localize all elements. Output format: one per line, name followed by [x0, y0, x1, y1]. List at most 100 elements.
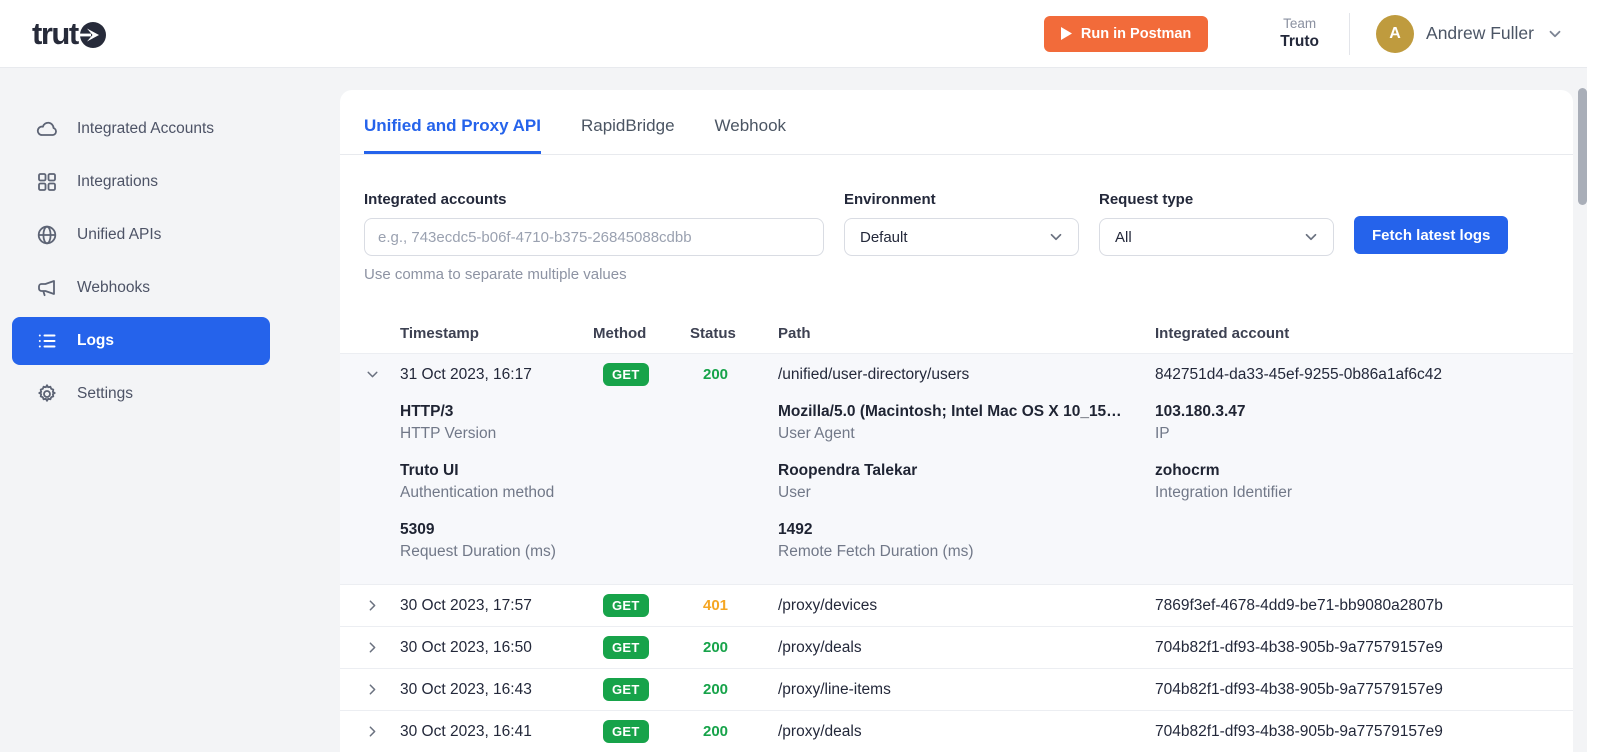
- detail-value: 103.180.3.47: [1155, 403, 1246, 420]
- detail-value: 5309: [400, 521, 435, 538]
- environment-select[interactable]: Default: [844, 218, 1079, 256]
- avatar-initial: A: [1389, 24, 1401, 42]
- filters-bar: Integrated accounts Use comma to separat…: [340, 155, 1573, 283]
- user-name: Andrew Fuller: [1426, 23, 1534, 43]
- sidebar-item-label: Integrations: [77, 173, 158, 190]
- log-method: GET: [593, 594, 690, 617]
- detail-value: Truto UI: [400, 462, 459, 479]
- chevron-right-icon[interactable]: [364, 723, 400, 740]
- sidebar-item-logs[interactable]: Logs: [12, 317, 270, 365]
- top-header: trut Run in Postman Team Truto A Andrew …: [0, 0, 1600, 68]
- method-badge: GET: [603, 594, 649, 617]
- fetch-latest-logs-button[interactable]: Fetch latest logs: [1354, 216, 1509, 254]
- table-row: 30 Oct 2023, 16:50 GET 200/proxy/deals 704b…: [340, 626, 1573, 668]
- log-row[interactable]: 31 Oct 2023, 16:17 GET 200/unified/user-di…: [340, 354, 1573, 395]
- table-row: 30 Oct 2023, 16:41 GET 200/proxy/deals 704b…: [340, 710, 1573, 752]
- method-badge: GET: [603, 678, 649, 701]
- log-method: GET: [593, 363, 690, 386]
- tab-rapidbridge[interactable]: RapidBridge: [580, 116, 675, 135]
- megaphone-icon: [35, 276, 59, 300]
- detail-value: 1492: [778, 521, 813, 538]
- detail-label: Request Duration (ms): [400, 543, 556, 560]
- tab-webhook[interactable]: Webhook: [714, 116, 787, 135]
- log-status: 200: [703, 681, 729, 698]
- run-in-postman-button[interactable]: Run in Postman: [1043, 15, 1209, 52]
- log-status: 401: [703, 597, 729, 614]
- globe-icon: [35, 223, 59, 247]
- sidebar-item-unified-apis[interactable]: Unified APIs: [12, 211, 270, 259]
- detail-value: Mozilla/5.0 (Macintosh; Intel Mac OS X 1…: [778, 403, 1122, 420]
- integrated-accounts-label: Integrated accounts: [364, 191, 507, 208]
- column-header-timestamp: Timestamp: [400, 324, 479, 342]
- environment-field: Environment Default: [844, 191, 1079, 256]
- method-badge: GET: [603, 720, 649, 743]
- integrated-accounts-input[interactable]: [364, 218, 824, 256]
- table-body: 31 Oct 2023, 16:17 GET 200/unified/user-di…: [340, 353, 1573, 752]
- sidebar-item-integrations[interactable]: Integrations: [12, 158, 270, 206]
- environment-value: Default: [860, 228, 908, 246]
- column-header-path: Path: [778, 324, 811, 342]
- detail-integration-identifier: zohocrm Integration Identifier: [1155, 462, 1549, 502]
- log-timestamp: 30 Oct 2023, 17:57: [400, 596, 532, 614]
- grid-icon: [35, 170, 59, 194]
- team-label: Team: [1283, 16, 1317, 31]
- request-type-select[interactable]: All: [1099, 218, 1334, 256]
- tab-unified-and-proxy-api[interactable]: Unified and Proxy API: [364, 116, 541, 154]
- log-status: 200: [703, 639, 729, 656]
- sidebar-item-settings[interactable]: Settings: [12, 370, 270, 418]
- log-path: /proxy/line-items: [778, 680, 891, 698]
- column-header-status: Status: [690, 324, 736, 342]
- main-content: Unified and Proxy API RapidBridge Webhook …: [340, 90, 1573, 752]
- detail-value: zohocrm: [1155, 462, 1220, 479]
- table-row: 30 Oct 2023, 16:43 GET 200/proxy/line-item…: [340, 668, 1573, 710]
- log-details: HTTP/3 HTTP Version Mozilla/5.0 (Macintosh…: [400, 395, 1573, 584]
- detail-value: Roopendra Talekar: [778, 462, 918, 479]
- method-badge: GET: [603, 636, 649, 659]
- detail-label: IP: [1155, 425, 1170, 442]
- tab-bar: Unified and Proxy API RapidBridge Webhook: [340, 90, 1573, 155]
- app-logo: trut: [32, 16, 107, 52]
- table-row: 30 Oct 2023, 17:57 GET 401/proxy/devices 78…: [340, 584, 1573, 626]
- sidebar-item-label: Settings: [77, 385, 134, 402]
- team-info: Team Truto: [1280, 16, 1319, 51]
- integrated-accounts-field: Integrated accounts Use comma to separat…: [364, 191, 824, 283]
- log-timestamp: 30 Oct 2023, 16:50: [400, 638, 532, 656]
- team-name: Truto: [1280, 33, 1320, 50]
- chevron-right-icon[interactable]: [364, 681, 400, 698]
- detail-user: Roopendra Talekar User: [778, 462, 1155, 502]
- detail-value: HTTP/3: [400, 403, 454, 420]
- sidebar-item-integrated-accounts[interactable]: Integrated Accounts: [12, 105, 270, 153]
- column-header-method: Method: [593, 324, 647, 342]
- scrollbar-track: [1587, 0, 1600, 752]
- request-type-value: All: [1115, 228, 1132, 246]
- chevron-right-icon[interactable]: [364, 597, 400, 614]
- log-row[interactable]: 30 Oct 2023, 17:57 GET 401/proxy/devices 78…: [340, 585, 1573, 626]
- chevron-down-icon: [1050, 233, 1062, 241]
- log-path: /proxy/deals: [778, 722, 862, 740]
- chevron-right-icon[interactable]: [364, 639, 400, 656]
- detail-request-duration-ms: 5309 Request Duration (ms): [400, 521, 778, 561]
- detail-user-agent: Mozilla/5.0 (Macintosh; Intel Mac OS X 1…: [778, 403, 1155, 443]
- detail-authentication-method: Truto UI Authentication method: [400, 462, 778, 502]
- gear-icon: [35, 382, 59, 406]
- log-method: GET: [593, 678, 690, 701]
- log-status: 200: [703, 723, 729, 740]
- chevron-down-icon[interactable]: [364, 366, 400, 383]
- detail-remote-fetch-duration-ms: 1492 Remote Fetch Duration (ms): [778, 521, 1155, 561]
- user-menu[interactable]: A Andrew Fuller: [1376, 14, 1564, 53]
- log-row[interactable]: 30 Oct 2023, 16:43 GET 200/proxy/line-item…: [340, 669, 1573, 710]
- request-type-label: Request type: [1099, 191, 1194, 208]
- scrollbar-thumb[interactable]: [1578, 88, 1587, 205]
- log-row[interactable]: 30 Oct 2023, 16:41 GET 200/proxy/deals 704b…: [340, 711, 1573, 752]
- sidebar-item-webhooks[interactable]: Webhooks: [12, 264, 270, 312]
- log-timestamp: 31 Oct 2023, 16:17: [400, 365, 532, 383]
- sidebar-item-label: Webhooks: [77, 279, 150, 296]
- log-path: /proxy/devices: [778, 596, 878, 614]
- sidebar-item-label: Unified APIs: [77, 226, 162, 243]
- detail-label: Integration Identifier: [1155, 484, 1293, 501]
- log-row[interactable]: 30 Oct 2023, 16:50 GET 200/proxy/deals 704b…: [340, 627, 1573, 668]
- sidebar: Integrated Accounts Integrations Unified A…: [0, 68, 340, 752]
- run-in-postman-label: Run in Postman: [1080, 25, 1192, 42]
- log-method: GET: [593, 720, 690, 743]
- log-integrated-account: 704b82f1-df93-4b38-905b-9a77579157e9: [1155, 680, 1443, 698]
